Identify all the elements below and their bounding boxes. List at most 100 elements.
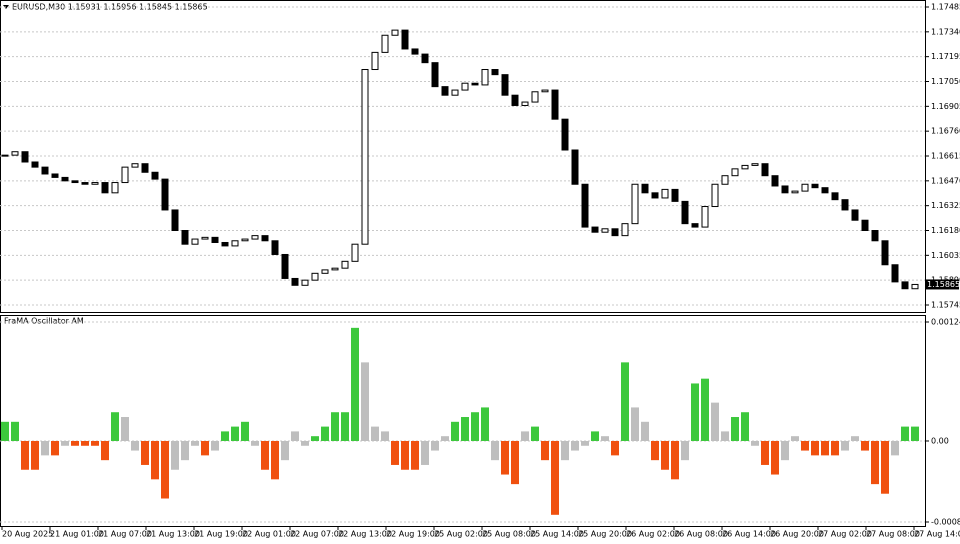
candle bbox=[251, 235, 259, 240]
candle bbox=[491, 69, 499, 76]
oscillator-bar bbox=[221, 431, 229, 441]
oscillator-bar bbox=[791, 436, 799, 441]
candle bbox=[561, 118, 569, 151]
x-tick-label: 22 Aug 07:00 bbox=[290, 530, 344, 539]
oscillator-bar bbox=[611, 440, 619, 456]
candle bbox=[421, 53, 429, 64]
y-tick-label: 0.001241 bbox=[931, 318, 960, 327]
oscillator-bar bbox=[241, 421, 249, 441]
y-tick-label: 1.16470 bbox=[931, 176, 960, 185]
oscillator-bar bbox=[261, 440, 269, 470]
x-tick-label: 26 Aug 14:00 bbox=[722, 530, 776, 539]
candle bbox=[671, 188, 679, 202]
candle bbox=[151, 171, 159, 180]
candle bbox=[261, 235, 269, 242]
candle bbox=[731, 168, 739, 177]
candle bbox=[401, 29, 409, 50]
oscillator-bar bbox=[301, 440, 309, 446]
oscillator-bar bbox=[571, 440, 579, 451]
oscillator-bar bbox=[811, 440, 819, 456]
x-tick-label: 25 Aug 02:00 bbox=[434, 530, 488, 539]
oscillator-bar bbox=[321, 426, 329, 441]
candle bbox=[31, 161, 39, 168]
oscillator-bar bbox=[911, 426, 919, 441]
x-tick-label: 27 Aug 08:00 bbox=[866, 530, 920, 539]
x-tick-label: 26 Aug 08:00 bbox=[674, 530, 728, 539]
candle bbox=[351, 243, 359, 262]
candle bbox=[521, 101, 529, 106]
oscillator-bar bbox=[131, 440, 139, 451]
candle bbox=[391, 29, 399, 36]
oscillator-bar bbox=[721, 431, 729, 441]
candle bbox=[601, 228, 609, 233]
y-tick-label: 1.15745 bbox=[931, 301, 960, 310]
candle bbox=[61, 176, 69, 182]
oscillator-bar bbox=[631, 407, 639, 441]
oscillator-bar bbox=[831, 440, 839, 456]
oscillator-bar bbox=[691, 383, 699, 441]
candle bbox=[191, 238, 199, 245]
oscillator-bar bbox=[781, 440, 789, 461]
oscillator-bar bbox=[161, 440, 169, 499]
candle bbox=[341, 260, 349, 269]
x-tick-label: 26 Aug 20:00 bbox=[770, 530, 824, 539]
oscillator-bar bbox=[191, 440, 199, 446]
oscillator-bar bbox=[121, 417, 129, 441]
candle bbox=[221, 241, 229, 247]
oscillator-bar bbox=[411, 440, 419, 470]
candle bbox=[281, 253, 289, 279]
candle bbox=[41, 166, 49, 175]
x-tick-label: 27 Aug 02:00 bbox=[818, 530, 872, 539]
y-tick-label: -0.000845 bbox=[931, 518, 960, 527]
y-tick-label: 1.17485 bbox=[931, 3, 960, 12]
oscillator-bar bbox=[151, 440, 159, 480]
price-frame bbox=[0, 0, 926, 313]
oscillator-bar bbox=[81, 440, 89, 446]
oscillator-bar bbox=[861, 440, 869, 451]
oscillator-bar bbox=[431, 440, 439, 451]
oscillator-bar bbox=[21, 440, 29, 470]
x-tick-label: 22 Aug 13:00 bbox=[338, 530, 392, 539]
x-tick-label: 21 Aug 19:00 bbox=[194, 530, 248, 539]
oscillator-bar bbox=[351, 327, 359, 441]
candle bbox=[81, 182, 89, 185]
oscillator-bar bbox=[291, 431, 299, 441]
last-price-box bbox=[925, 279, 959, 290]
candle bbox=[581, 183, 589, 228]
y-tick-label: 1.16905 bbox=[931, 102, 960, 111]
oscillator-bar bbox=[851, 436, 859, 441]
candle bbox=[531, 91, 539, 103]
candle bbox=[311, 272, 319, 281]
oscillator-bar bbox=[331, 412, 339, 441]
x-tick-label: 21 Aug 13:00 bbox=[146, 530, 200, 539]
candle bbox=[551, 89, 559, 120]
candle bbox=[371, 51, 379, 71]
candle bbox=[101, 182, 109, 194]
oscillator-bar bbox=[761, 440, 769, 465]
oscillator-bar bbox=[561, 440, 569, 461]
oscillator-bar bbox=[601, 436, 609, 441]
oscillator-bar bbox=[251, 440, 259, 446]
x-tick-label: 27 Aug 14:00 bbox=[914, 530, 960, 539]
y-tick-label: 0.00 bbox=[931, 436, 949, 445]
oscillator-bar bbox=[101, 440, 109, 461]
x-tick-label: 20 Aug 2025 bbox=[2, 530, 53, 539]
candle bbox=[861, 219, 869, 231]
x-tick-label: 26 Aug 02:00 bbox=[626, 530, 680, 539]
oscillator-bar bbox=[421, 440, 429, 465]
candle bbox=[541, 89, 549, 93]
oscillator-bar bbox=[581, 440, 589, 446]
candle bbox=[881, 240, 889, 266]
candle bbox=[431, 62, 439, 88]
candle bbox=[871, 230, 879, 242]
oscillator-bar bbox=[141, 440, 149, 465]
oscillator-bar bbox=[441, 436, 449, 441]
oscillator-title: FraMA Oscillator AM bbox=[4, 317, 84, 326]
oscillator-bar bbox=[371, 426, 379, 441]
x-tick-label: 22 Aug 19:00 bbox=[386, 530, 440, 539]
oscillator-bar bbox=[401, 440, 409, 470]
oscillator-bar bbox=[541, 440, 549, 461]
candle bbox=[121, 166, 129, 184]
candle bbox=[811, 183, 819, 189]
